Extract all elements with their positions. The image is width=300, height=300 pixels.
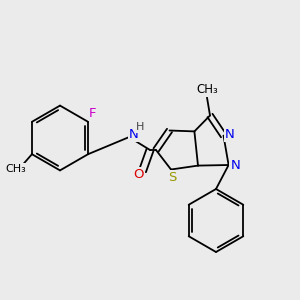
Text: CH₃: CH₃ [5,164,26,174]
Text: O: O [134,168,144,181]
Text: F: F [89,107,96,120]
Text: S: S [168,171,177,184]
Text: N: N [230,159,240,172]
Text: CH₃: CH₃ [196,83,218,97]
Text: N: N [129,128,138,141]
Text: N: N [225,128,235,141]
Text: H: H [136,122,144,133]
